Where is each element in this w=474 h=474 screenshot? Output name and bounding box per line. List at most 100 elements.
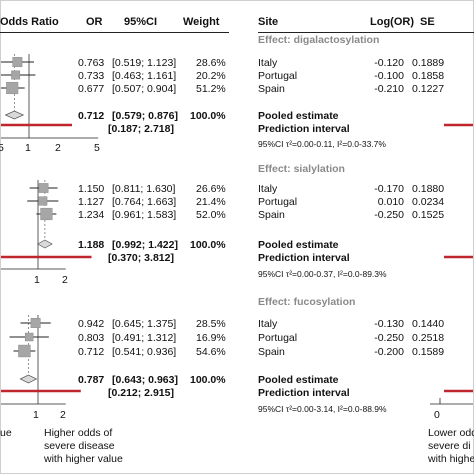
header-se: SE [420,16,435,28]
logor-value: -0.200 [374,346,404,358]
or-value: 0.942 [78,318,105,330]
pooled-estimate-diamond [19,374,38,384]
site-name: Portugal [258,196,298,208]
heterogeneity-text: 95%CI τ²=0.00-3.14, I²=0.0-88.9% [258,404,387,414]
logor-value: -0.170 [374,183,404,195]
site-estimate-square [38,196,48,206]
logor-value: -0.250 [374,209,404,221]
logor-value: -0.210 [374,83,404,95]
header-underline-right [258,32,474,33]
weight-value: 20.2% [196,70,226,82]
header-ci: 95%CI [124,16,158,28]
prediction-ci: [0.370; 3.812] [108,252,174,264]
weight-value: 21.4% [196,196,226,208]
site-name: Italy [258,183,278,195]
se-value: 0.2518 [412,332,445,344]
pooled-label: Pooled estimate [258,374,339,386]
or-value: 1.234 [78,209,105,221]
ci-value: [0.507; 0.904] [112,83,177,95]
weight-value: 28.6% [196,57,226,69]
pooled-weight: 100.0% [190,110,226,122]
site-name: Portugal [258,332,298,344]
prediction-ci: [0.187; 2.718] [108,123,174,135]
pooled-estimate-diamond [4,110,25,120]
site-name: Portugal [258,70,298,82]
pooled-or: 0.787 [78,374,105,386]
footer-right-line2: severe di [428,440,471,452]
site-estimate-square [38,183,49,193]
site-name: Italy [258,57,278,69]
or-value: 0.733 [78,70,105,82]
pooled-ci: [0.579; 0.876] [112,110,178,122]
header-site: Site [258,16,279,28]
or-value: 0.712 [78,346,105,358]
logor-value: -0.120 [374,57,404,69]
site-name: Spain [258,209,285,221]
site-estimate-square [25,332,34,342]
ci-value: [0.519; 1.123] [112,57,177,69]
se-value: 0.1440 [412,318,445,330]
axis-tick-label: 2 [55,142,61,154]
prediction-label: Prediction interval [258,387,350,399]
or-value: 1.150 [78,183,105,195]
pooled-or: 1.188 [78,239,105,251]
weight-value: 54.6% [196,346,226,358]
or-value: 0.677 [78,83,105,95]
pooled-ci: [0.643; 0.963] [112,374,178,386]
or-value: 0.763 [78,57,105,69]
footer-higher-line3: with higher value [44,453,123,465]
effect-title: Effect: fucosylation [258,296,356,308]
se-value: 0.1589 [412,346,445,358]
header-logor: Log(OR) [370,16,414,28]
effect-title: Effect: digalactosylation [258,34,380,46]
header-weight: Weight [183,16,220,28]
ci-value: [0.463; 1.161] [112,70,177,82]
site-estimate-square [12,57,23,67]
logor-value: -0.130 [374,318,404,330]
header-or: OR [86,16,103,28]
site-estimate-square [40,207,53,221]
site-name: Spain [258,346,285,358]
ci-value: [0.961; 1.583] [112,209,177,221]
site-estimate-square [30,318,41,328]
prediction-ci: [0.212; 2.915] [108,387,174,399]
heterogeneity-text: 95%CI τ²=0.00-0.37, I²=0.0-89.3% [258,269,387,279]
logor-value: 0.010 [377,196,404,208]
axis-tick-label: 1 [34,274,40,286]
weight-value: 51.2% [196,83,226,95]
ci-value: [0.541; 0.936] [112,346,177,358]
weight-value: 16.9% [196,332,226,344]
weight-value: 52.0% [196,209,226,221]
footer-higher-line2: severe disease [44,440,115,452]
prediction-label: Prediction interval [258,123,350,135]
prediction-label: Prediction interval [258,252,350,264]
footer-left-partial: ue [0,427,12,439]
logor-value: -0.100 [374,70,404,82]
pooled-ci: [0.992; 1.422] [112,239,178,251]
se-value: 0.0234 [412,196,445,208]
site-estimate-square [11,70,21,80]
axis-tick-label: 2 [62,274,68,286]
site-name: Spain [258,83,285,95]
or-value: 1.127 [78,196,105,208]
axis-tick-label: 5 [94,142,100,154]
axis-tick-label: 1 [25,142,31,154]
weight-value: 28.5% [196,318,226,330]
right-partial-axis-tick: 0 [434,409,440,421]
logor-value: -0.250 [374,332,404,344]
footer-right-line1: Lower odd [428,427,474,439]
or-value: 0.803 [78,332,105,344]
axis-tick-label: 2 [60,409,66,421]
se-value: 0.1525 [412,209,445,221]
axis-tick-label: 1 [33,409,39,421]
pooled-weight: 100.0% [190,374,226,386]
effect-title: Effect: sialylation [258,163,345,175]
se-value: 0.1880 [412,183,445,195]
site-estimate-square [6,81,19,95]
site-estimate-square [18,344,31,358]
pooled-label: Pooled estimate [258,110,339,122]
pooled-label: Pooled estimate [258,239,339,251]
weight-value: 26.6% [196,183,226,195]
pooled-weight: 100.0% [190,239,226,251]
